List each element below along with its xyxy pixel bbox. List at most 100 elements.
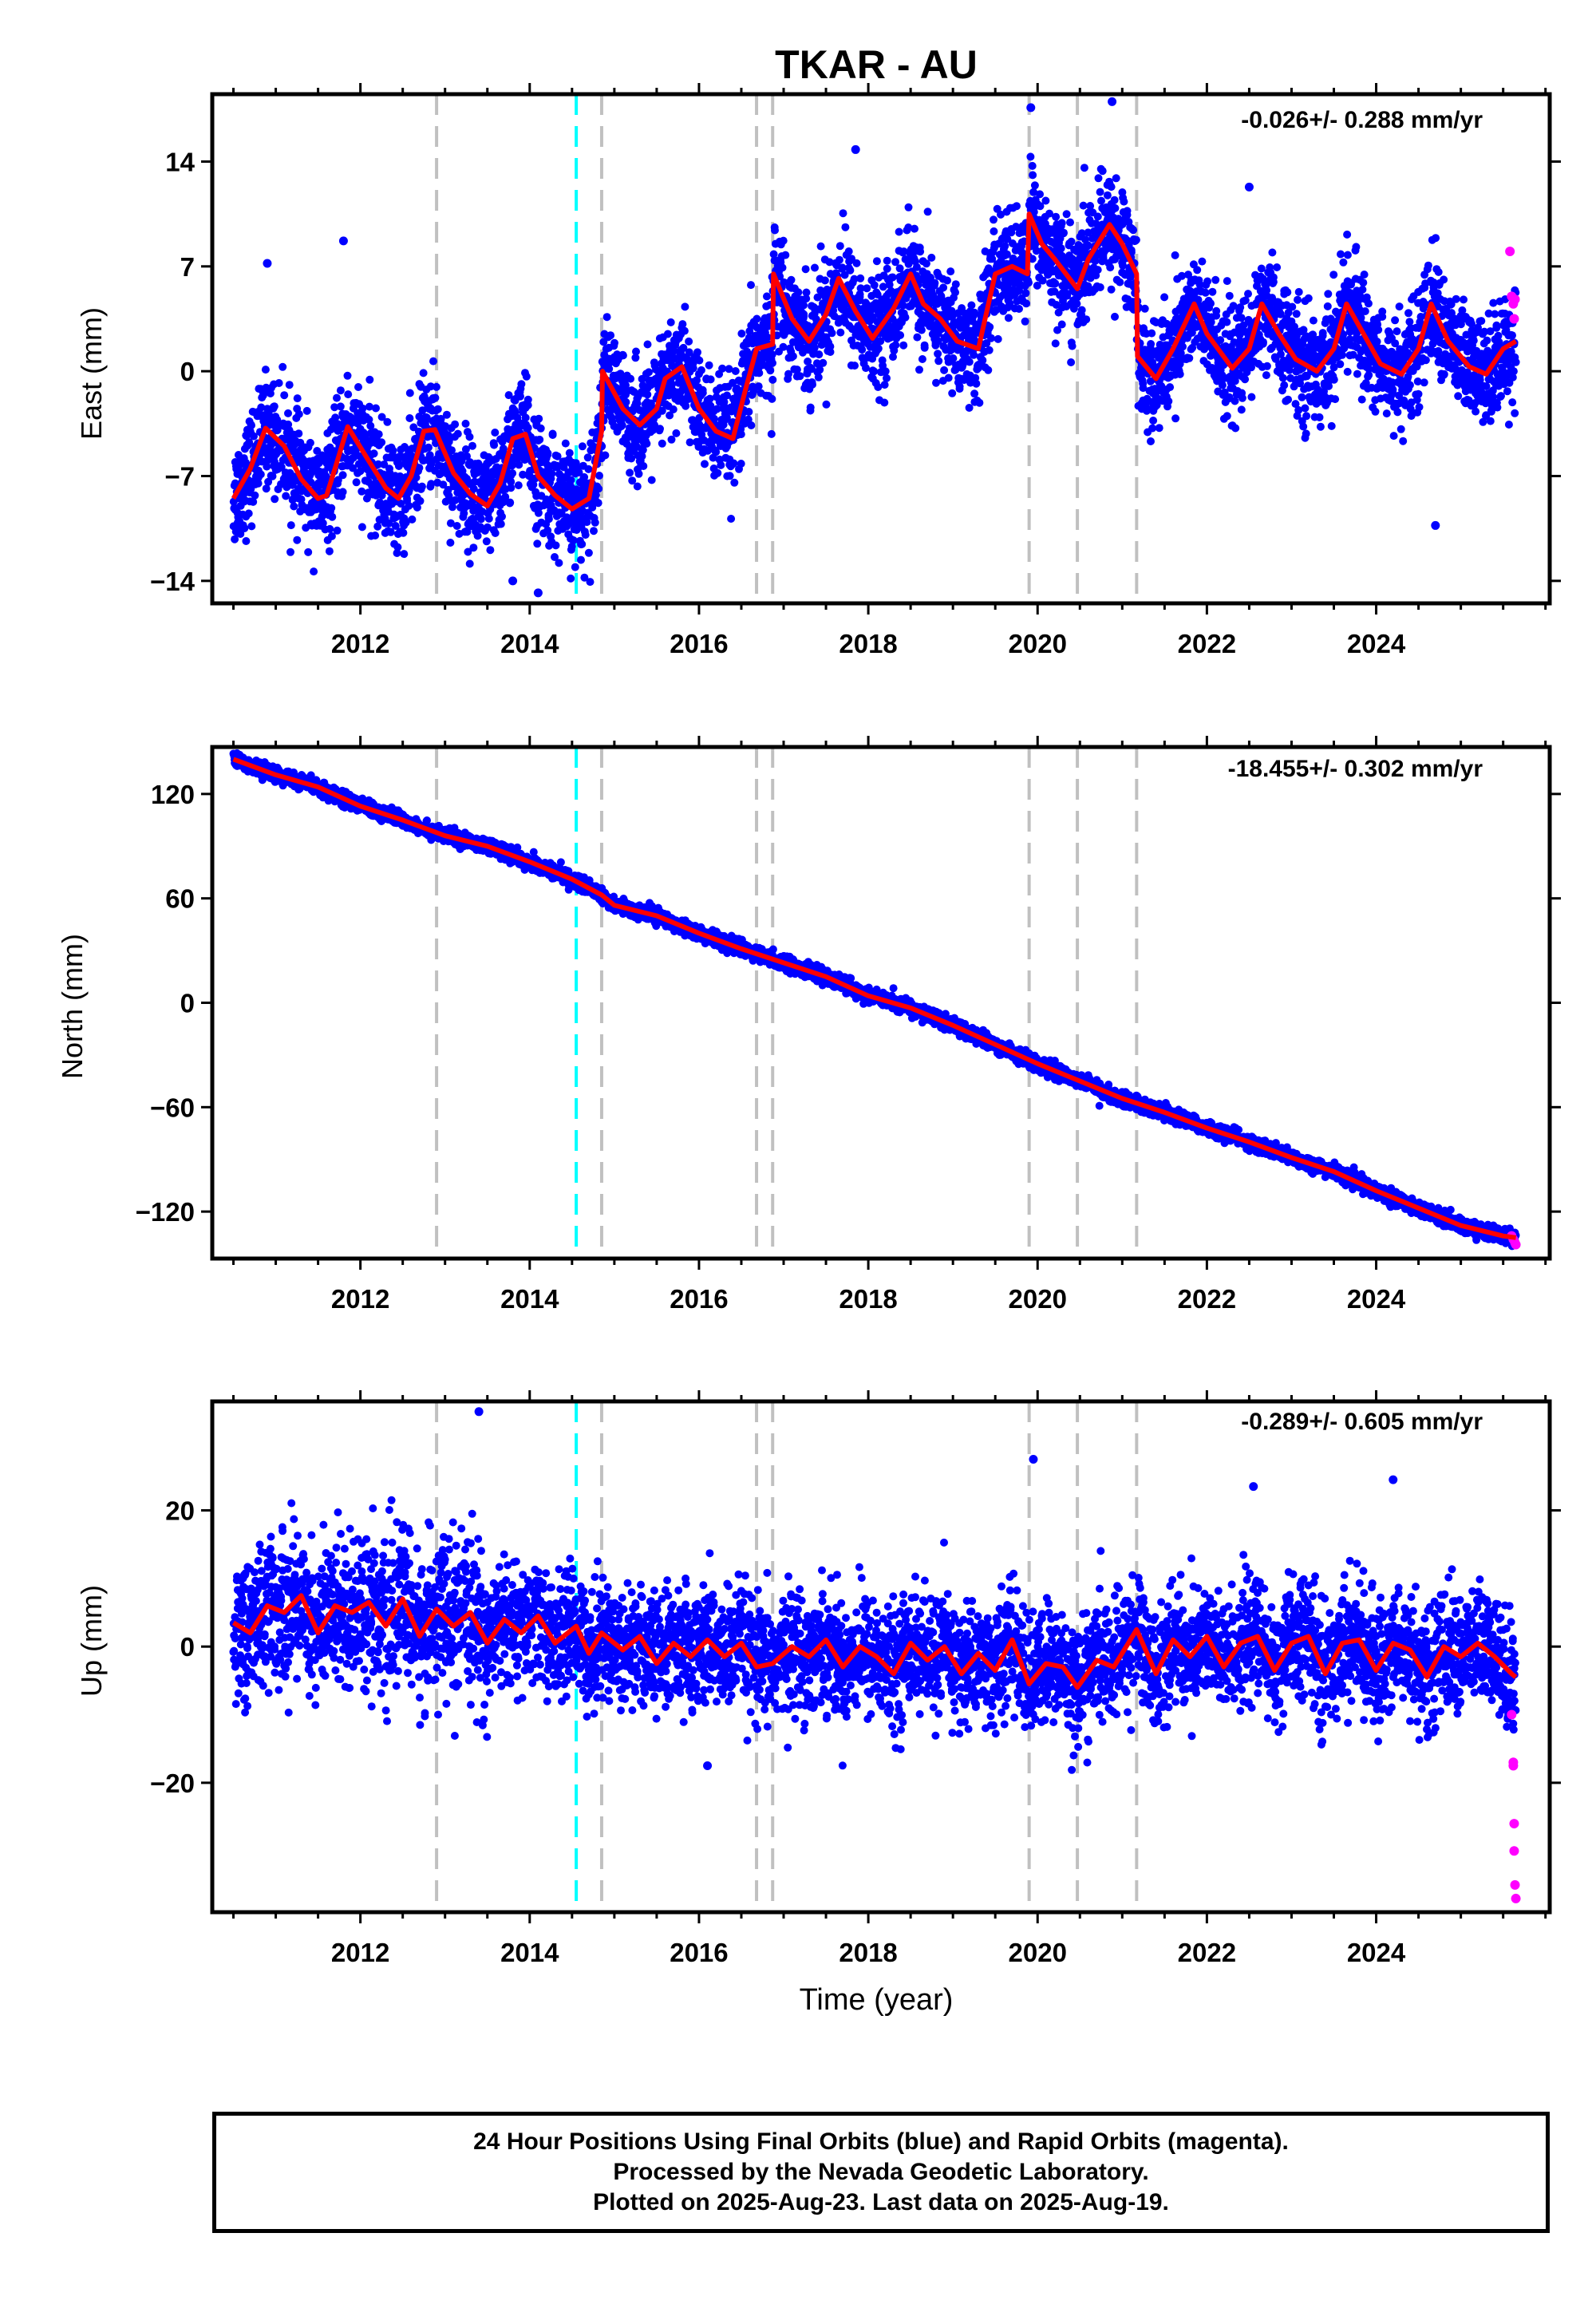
east-final-point (1112, 174, 1120, 183)
east-final-point (1393, 327, 1401, 336)
east-final-point (1353, 370, 1361, 378)
east-final-point (327, 532, 336, 540)
east-final-point (1193, 266, 1202, 275)
east-final-point (386, 528, 395, 536)
east-final-point (1343, 251, 1352, 259)
east-final-point (446, 519, 455, 528)
east-final-point (745, 408, 753, 416)
east-final-point (725, 472, 734, 480)
east-final-point (627, 454, 636, 463)
east-final-point (846, 266, 855, 275)
east-final-point (768, 375, 777, 384)
east-final-point (565, 449, 574, 457)
east-final-point (1028, 161, 1037, 170)
east-final-point (678, 320, 687, 329)
east-final-point (602, 313, 611, 322)
east-final-point (1339, 258, 1348, 267)
east-final-point (535, 435, 544, 444)
east-final-point (895, 264, 904, 273)
east-final-point (520, 456, 529, 464)
east-final-point (1301, 404, 1310, 413)
east-final-point (380, 460, 389, 468)
east-final-point (1001, 242, 1009, 251)
east-final-point (583, 453, 592, 462)
east-final-point (399, 528, 408, 537)
east-final-point (650, 421, 658, 429)
east-final-point (507, 484, 516, 492)
east-final-point (584, 548, 593, 557)
east-final-point (336, 386, 345, 395)
east-final-point (915, 243, 924, 252)
east-final-point (1129, 226, 1138, 235)
east-final-point (747, 421, 756, 429)
east-final-point (1374, 326, 1383, 334)
east-final-point (990, 227, 998, 235)
east-final-point (498, 512, 506, 521)
east-final-point (486, 546, 495, 555)
east-final-point (1405, 381, 1414, 389)
east-final-point (1391, 316, 1400, 325)
east-final-point (338, 488, 347, 496)
east-final-point (870, 281, 879, 290)
east-final-point (1211, 275, 1220, 284)
east-final-point (972, 379, 981, 388)
east-final-point (231, 479, 239, 488)
east-final-point (934, 337, 942, 346)
east-final-point (1216, 336, 1225, 345)
east-final-point (548, 429, 557, 438)
east-final-point (899, 341, 908, 350)
east-final-point (418, 406, 427, 415)
east-final-point (1212, 306, 1221, 315)
east-final-point (1331, 395, 1340, 404)
east-final-point (397, 500, 405, 508)
east-final-point (781, 251, 790, 259)
east-final-point (268, 472, 277, 480)
east-final-point (1218, 381, 1227, 389)
east-final-point (1262, 362, 1271, 370)
east-final-point (409, 423, 418, 432)
east-final-points (229, 152, 1520, 587)
east-final-point (763, 333, 772, 342)
east-final-point (779, 236, 788, 245)
east-final-point (1278, 373, 1287, 382)
east-final-point (491, 529, 500, 537)
east-final-point (584, 464, 593, 473)
east-final-point (874, 383, 883, 391)
east-final-point (698, 389, 707, 397)
east-final-point (863, 284, 871, 293)
east-final-point (605, 365, 614, 373)
east-final-point (1111, 312, 1119, 321)
east-final-point (727, 515, 736, 523)
east-final-point (1223, 318, 1231, 326)
east-final-point (879, 283, 887, 291)
east-final-point (343, 371, 352, 380)
east-final-point (788, 338, 797, 346)
east-final-point (1324, 290, 1333, 298)
east-final-point (802, 288, 811, 297)
east-final-point (852, 259, 861, 267)
east-final-point (1421, 356, 1430, 365)
east-final-point (1336, 360, 1345, 369)
east-final-point (1440, 275, 1448, 284)
east-final-point (820, 276, 829, 285)
east-final-point (628, 476, 637, 485)
east-final-point (1454, 392, 1463, 401)
east-final-point (932, 378, 940, 387)
east-final-point (701, 460, 709, 468)
east-final-point (547, 469, 556, 478)
east-final-point (668, 380, 677, 389)
east-final-point (1155, 424, 1163, 433)
east-final-point (1329, 271, 1338, 279)
east-final-point (578, 539, 587, 548)
east-final-point (840, 271, 849, 279)
east-final-point (771, 226, 779, 235)
east-final-point (1067, 358, 1076, 366)
east-final-point (816, 242, 825, 251)
east-final-point (1077, 306, 1086, 314)
east-final-point (271, 457, 279, 466)
east-final-point (1082, 315, 1091, 324)
east-final-point (442, 410, 451, 419)
east-final-point (310, 567, 318, 576)
east-final-point (517, 380, 526, 389)
east-final-point (1225, 291, 1234, 300)
